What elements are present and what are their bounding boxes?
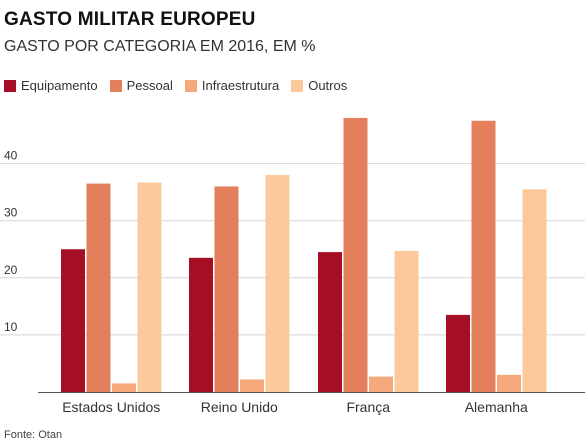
y-tick-label: 20 [4, 263, 18, 277]
chart-title: GASTO MILITAR EUROPEU [4, 9, 256, 30]
y-tick-label: 30 [4, 206, 18, 220]
bar [318, 252, 342, 392]
chart-subtitle: GASTO POR CATEGORIA EM 2016, EM % [4, 38, 316, 55]
bar [265, 175, 290, 392]
bar [497, 374, 521, 392]
legend-label: Pessoal [126, 78, 173, 93]
bar [240, 379, 264, 392]
legend-item: Equipamento [4, 78, 98, 93]
bar [86, 183, 111, 392]
bar [343, 117, 368, 393]
legend-label: Outros [308, 78, 348, 93]
legend-swatch [184, 79, 197, 92]
bar [189, 257, 213, 392]
legend-label: Equipamento [21, 78, 98, 93]
legend-swatch [4, 79, 16, 92]
legend-item: Infraestrutura [184, 78, 280, 93]
bar [214, 186, 239, 392]
x-tick-label: Reino Unido [201, 399, 278, 415]
bar [369, 376, 393, 392]
x-tick-label: Alemanha [465, 399, 528, 415]
bar [112, 383, 136, 392]
x-tick-label: Estados Unidos [62, 399, 160, 415]
legend-item: Pessoal [109, 78, 173, 93]
bar [61, 249, 85, 392]
y-tick-label: 40 [4, 149, 18, 163]
source-note: Fonte: Otan [4, 429, 63, 441]
legend-label: Infraestrutura [201, 78, 280, 93]
legend: Equipamento Pessoal Infraestrutura Outros [4, 78, 359, 93]
bar [446, 314, 470, 392]
legend-item: Outros [291, 78, 347, 93]
legend-swatch [291, 79, 304, 92]
y-tick-label: 10 [4, 320, 18, 334]
legend-swatch [109, 79, 122, 92]
bar [471, 120, 496, 393]
bar [522, 189, 547, 392]
bar [394, 250, 419, 392]
x-tick-label: França [346, 399, 390, 415]
bar [137, 182, 162, 392]
